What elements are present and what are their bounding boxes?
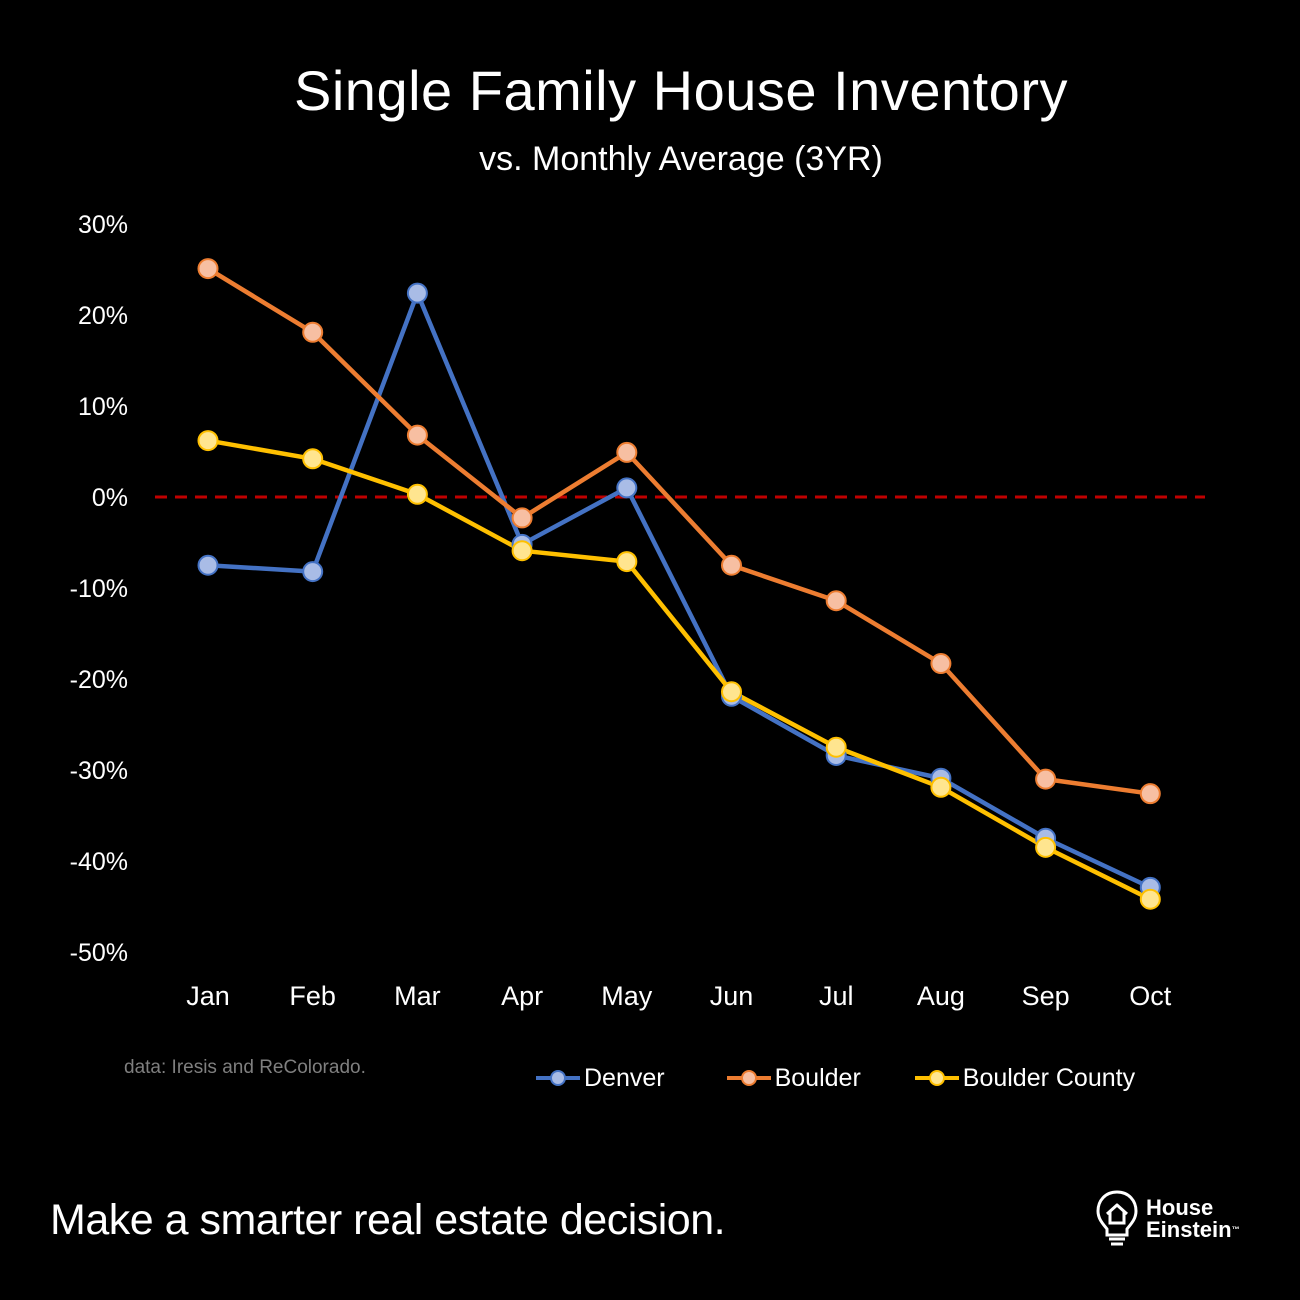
data-point-boulder-county-sep	[1035, 836, 1057, 858]
data-point-denver-jan	[197, 554, 219, 576]
data-point-boulder-county-jun	[721, 681, 742, 703]
data-point-boulder-feb	[302, 321, 324, 343]
x-axis-ticks: Jan Feb Mar Apr May Jun Jul Aug Sep Oct	[186, 981, 1172, 1011]
y-tick-label: -50%	[70, 939, 128, 967]
y-tick-label: -10%	[70, 575, 128, 603]
data-point-denver-feb	[302, 561, 324, 583]
data-point-boulder-jan	[197, 258, 219, 280]
data-point-boulder-apr	[511, 507, 533, 529]
legend-swatch-boulder	[726, 1070, 771, 1086]
logo-text: House Einstein™	[1146, 1197, 1240, 1241]
legend-label-boulder-county: Boulder County	[962, 1063, 1136, 1092]
y-tick-label: -40%	[70, 848, 128, 876]
x-tick-label: Aug	[917, 981, 965, 1011]
series-line-denver	[207, 290, 1152, 890]
x-tick-label: Jan	[186, 981, 230, 1011]
data-point-boulder-sep	[1035, 768, 1057, 790]
data-point-boulder-county-oct	[1139, 888, 1161, 910]
x-tick-label: Mar	[394, 981, 441, 1011]
legend-swatch-boulder-county	[914, 1070, 959, 1086]
x-tick-label: Oct	[1129, 981, 1172, 1011]
data-point-boulder-county-may	[616, 551, 638, 573]
lightbulb-house-icon	[1096, 1190, 1138, 1246]
series-lines	[206, 266, 1152, 902]
x-tick-label: Feb	[289, 981, 336, 1011]
x-tick-label: Jul	[819, 981, 854, 1011]
data-point-boulder-oct	[1139, 783, 1161, 805]
logo-line-2: Einstein™	[1146, 1219, 1240, 1241]
chart-subtitle: vs. Monthly Average (3YR)	[479, 140, 883, 178]
data-point-boulder-jun	[721, 554, 742, 576]
line-chart: 30% 20% 10% 0% -10% -20% -30% -40% -50% Jan Feb Ma…	[70, 211, 1205, 1011]
house-einstein-logo: House Einstein™	[1094, 1188, 1240, 1250]
data-point-boulder-aug	[930, 653, 952, 675]
tagline: Make a smarter real estate decision.	[50, 1196, 726, 1244]
data-point-boulder-county-mar	[406, 483, 428, 505]
legend-item-boulder: Boulder	[726, 1063, 861, 1093]
legend-item-boulder-county: Boulder County	[914, 1063, 1136, 1093]
data-point-boulder-mar	[406, 424, 428, 446]
series-markers	[197, 258, 1161, 910]
x-tick-label: Apr	[501, 981, 543, 1011]
y-tick-label: -20%	[70, 666, 128, 694]
series-line-boulder	[206, 266, 1151, 796]
data-point-denver-mar	[406, 282, 428, 304]
data-point-boulder-county-jan	[197, 430, 219, 452]
y-tick-label: 0%	[92, 484, 128, 512]
series-line-boulder-county	[207, 438, 1152, 902]
logo-line-2-text: Einstein	[1146, 1217, 1232, 1242]
legend-swatch-denver	[536, 1070, 580, 1086]
y-tick-label: -30%	[70, 757, 128, 785]
legend: Denver Boulder Boulder County	[536, 1060, 1179, 1096]
y-tick-label: 10%	[78, 393, 128, 421]
data-point-boulder-may	[616, 441, 638, 463]
x-tick-label: Sep	[1022, 981, 1070, 1011]
y-tick-label: 30%	[78, 211, 128, 239]
y-axis-ticks: 30% 20% 10% 0% -10% -20% -30% -40% -50%	[70, 211, 128, 967]
logo-line-1: House	[1146, 1195, 1214, 1220]
data-point-denver-may	[616, 477, 638, 499]
y-tick-label: 20%	[78, 302, 128, 330]
legend-label-boulder: Boulder	[774, 1063, 861, 1092]
chart-title: Single Family House Inventory	[294, 59, 1068, 122]
data-point-boulder-jul	[825, 590, 847, 612]
x-tick-label: Jun	[710, 981, 754, 1011]
x-tick-label: May	[601, 981, 653, 1011]
data-point-boulder-county-apr	[511, 540, 533, 562]
legend-label-denver: Denver	[584, 1063, 665, 1092]
logo-trademark: ™	[1231, 1225, 1240, 1234]
legend-item-denver: Denver	[536, 1064, 665, 1093]
source-note: data: Iresis and ReColorado.	[124, 1057, 366, 1078]
data-point-boulder-county-aug	[930, 776, 952, 798]
data-point-boulder-county-jul	[825, 736, 847, 758]
data-point-boulder-county-feb	[302, 448, 324, 470]
